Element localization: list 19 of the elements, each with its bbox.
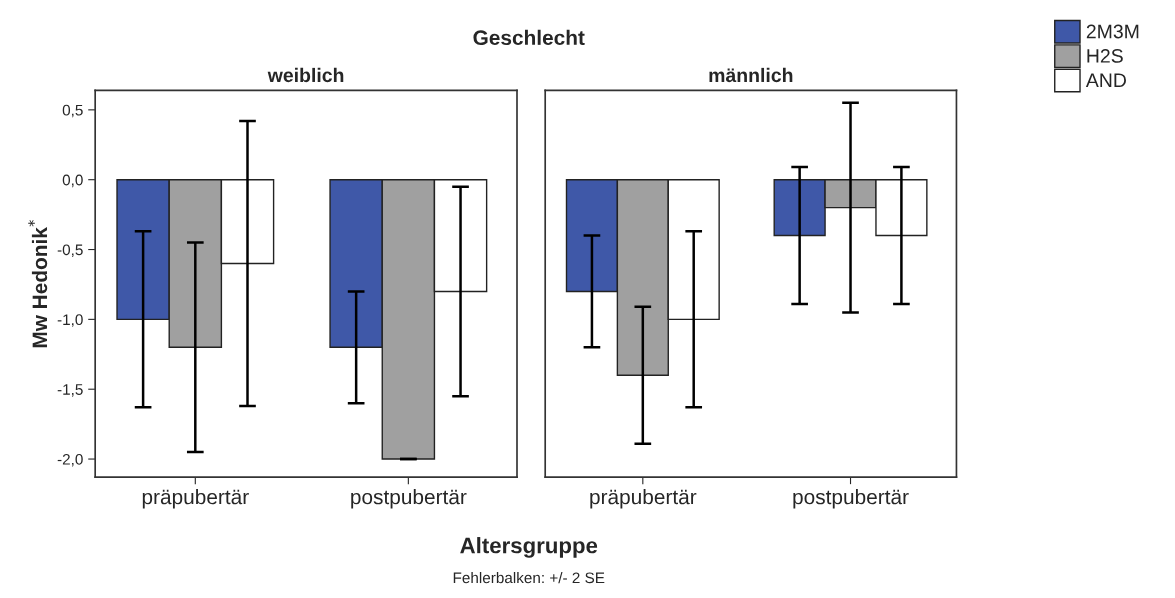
y-tick-label: -0,5 [57,244,83,258]
x-axis-title: Altersgruppe [460,537,598,558]
x-tick-label: präpubertär [590,489,697,509]
legend-label: H2S [1087,49,1123,63]
y-tick-label: -1,5 [57,384,83,397]
y-tick-label: 0,5 [62,104,83,118]
legend-label: AND [1085,73,1126,87]
x-tick-label: postpubertär [793,489,909,509]
x-tick-label: postpubertär [351,489,467,509]
chart-title: männlich [709,67,793,83]
legend-label: 2M3M [1086,24,1139,39]
y-axis-title: Mw Hedonik$^{*}$ [28,220,48,348]
y-tick-label: -2,0 [57,453,83,467]
y-tick-label: 0,0 [62,174,83,188]
y-tick-label: -1,0 [57,314,83,327]
text: Geschlecht [473,29,585,46]
x-tick-label: präpubertär [142,489,249,509]
text: Fehlerbalken: +/- 2 SE [453,571,605,584]
chart-title: weiblich [267,67,344,83]
